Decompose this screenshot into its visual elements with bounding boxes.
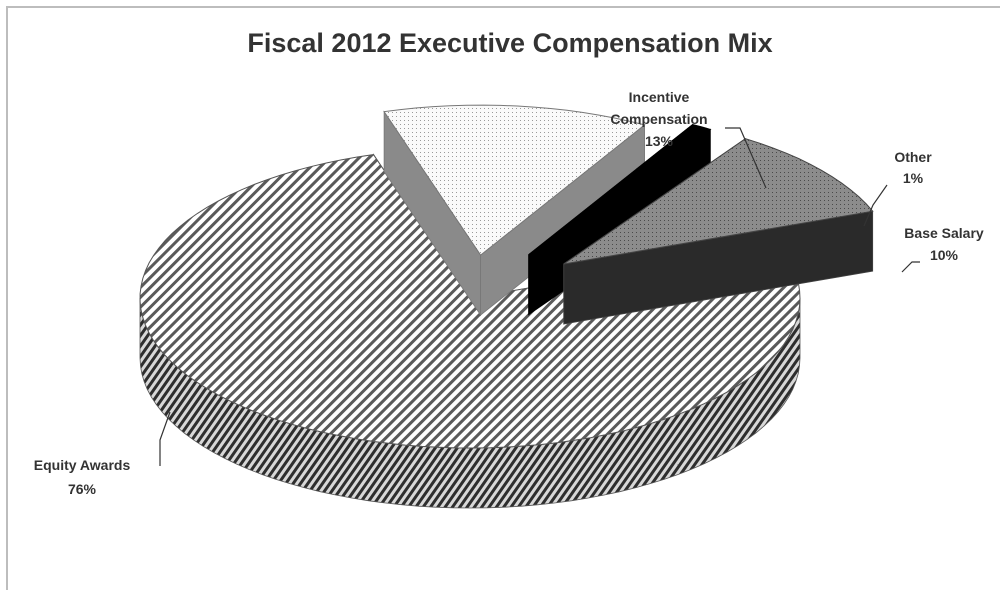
base-salary-label: Base Salary [904,225,984,241]
equity-leader-line [159,411,171,466]
other-leader-line [863,184,888,227]
base-salary-slice-top [563,138,874,265]
equity-slice-top [139,154,801,449]
incentive-slice [383,104,646,317]
equity-label: Equity Awards [34,457,131,473]
incentive-value-label: 13% [645,133,674,149]
incentive-slice-top [383,104,646,256]
chart-frame [6,6,1000,590]
incentive-label-line1: Incentive [629,89,690,105]
pie-group [139,104,874,509]
incentive-leader-line [725,127,767,189]
other-slice-top [528,123,712,256]
equity-slice [139,153,801,509]
chart-title: Fiscal 2012 Executive Compensation Mix [247,28,772,58]
equity-value-label: 76% [68,481,97,497]
base-salary-value-label: 10% [930,247,959,263]
incentive-label-line2: Compensation [610,111,707,127]
other-label: Other [894,149,932,165]
base-salary-slice [563,137,874,325]
data-labels: Incentive Compensation 13% Other 1% Base… [34,89,984,497]
base-salary-leader-line [901,261,920,273]
other-value-label: 1% [903,170,924,186]
